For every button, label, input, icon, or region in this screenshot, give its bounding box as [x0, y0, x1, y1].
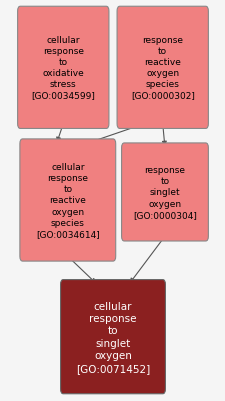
Text: response
to
singlet
oxygen
[GO:0000304]: response to singlet oxygen [GO:0000304] [133, 166, 196, 219]
Text: cellular
response
to
oxidative
stress
[GO:0034599]: cellular response to oxidative stress [G… [31, 36, 95, 100]
FancyBboxPatch shape [117, 7, 207, 129]
Text: response
to
reactive
oxygen
species
[GO:0000302]: response to reactive oxygen species [GO:… [130, 36, 194, 100]
FancyBboxPatch shape [60, 280, 165, 394]
FancyBboxPatch shape [20, 140, 115, 261]
Text: cellular
response
to
reactive
oxygen
species
[GO:0034614]: cellular response to reactive oxygen spe… [36, 163, 99, 238]
FancyBboxPatch shape [18, 7, 108, 129]
Text: cellular
response
to
singlet
oxygen
[GO:0071452]: cellular response to singlet oxygen [GO:… [76, 301, 149, 373]
FancyBboxPatch shape [121, 144, 207, 241]
